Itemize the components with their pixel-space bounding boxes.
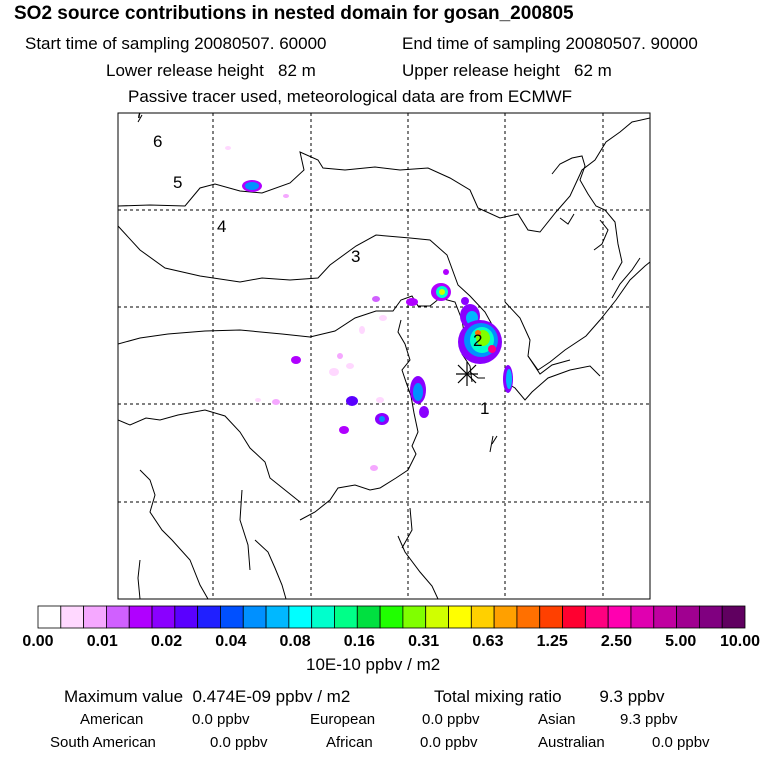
colorbar-unit: 10E-10 ppbv / m2 xyxy=(306,655,441,674)
colorbar-tick-label: 1.25 xyxy=(537,633,568,650)
colorbar-cell xyxy=(174,605,199,629)
map-background xyxy=(118,113,650,599)
lat-lon-grid xyxy=(118,113,650,599)
colorbar-cell xyxy=(311,605,335,629)
contribution-field xyxy=(225,146,513,471)
colorbar-tick-label: 2.50 xyxy=(601,633,632,650)
colorbar-tick-label: 0.16 xyxy=(344,633,375,650)
colorbar-cell xyxy=(653,605,677,629)
colorbar-tick-label: 0.02 xyxy=(151,633,182,650)
colorbar-cell xyxy=(37,605,62,629)
colorbar-tick-label: 5.00 xyxy=(665,633,696,650)
receptor-marker xyxy=(456,362,478,386)
region-value: 0.0 ppbv xyxy=(210,734,268,751)
colorbar-tick-label: 0.00 xyxy=(22,633,53,650)
start-time: Start time of sampling 20080507. 60000 xyxy=(25,34,327,53)
colorbar: 0.00 0.01 0.02 0.04 0.08 0.16 0.31 0.63 1.25 2.50… xyxy=(22,605,760,650)
colorbar-cell xyxy=(265,605,290,629)
colorbar-tick-label: 0.31 xyxy=(408,633,439,650)
colorbar-cell xyxy=(151,605,176,629)
colorbar-cell xyxy=(562,605,586,629)
colorbar-cell xyxy=(448,605,472,629)
colorbar-cell xyxy=(60,605,85,629)
colorbar-cell xyxy=(630,605,655,629)
region-name: African xyxy=(326,734,373,751)
region-value: 0.0 ppbv xyxy=(192,711,250,728)
coastlines xyxy=(118,114,650,599)
region-name: American xyxy=(80,711,144,728)
region-label: 5 xyxy=(173,173,182,192)
colorbar-cell xyxy=(698,605,723,629)
region-label: 4 xyxy=(217,217,226,236)
colorbar-cell xyxy=(379,605,404,629)
colorbar-cell xyxy=(197,605,221,629)
colorbar-cell xyxy=(425,605,449,629)
colorbar-tick-label: 0.08 xyxy=(280,633,311,650)
colorbar-tick-label: 0.04 xyxy=(215,633,246,650)
colorbar-tick-label: 0.63 xyxy=(472,633,503,650)
colorbar-cell xyxy=(607,605,632,629)
colorbar-cell xyxy=(402,605,427,629)
upper-release-height: Upper release height 62 m xyxy=(402,61,612,80)
region-label: 3 xyxy=(351,247,360,266)
end-time: End time of sampling 20080507. 90000 xyxy=(402,34,698,53)
colorbar-cell xyxy=(334,605,358,629)
region-value: 0.0 ppbv xyxy=(420,734,478,751)
lower-release-height: Lower release height 82 m xyxy=(106,61,316,80)
region-value: 0.0 ppbv xyxy=(422,711,480,728)
region-labels: 1 2 3 4 5 6 7 xyxy=(135,103,489,418)
region-value: 0.0 ppbv xyxy=(652,734,710,751)
region-name: Asian xyxy=(538,711,576,728)
colorbar-cell xyxy=(83,605,107,629)
colorbar-cell xyxy=(288,605,313,629)
region-label: 1 xyxy=(480,399,489,418)
colorbar-cell xyxy=(242,605,267,629)
max-value: Maximum value 0.474E-09 ppbv / m2 xyxy=(64,687,351,706)
colorbar-cell xyxy=(128,605,153,629)
colorbar-cell xyxy=(493,605,518,629)
colorbar-cell xyxy=(516,605,541,629)
colorbar-cell xyxy=(676,605,700,629)
colorbar-cell xyxy=(106,605,130,629)
region-label: 7 xyxy=(135,103,144,122)
colorbar-cell xyxy=(539,605,563,629)
region-name: South American xyxy=(50,734,156,751)
colorbar-tick-label: 10.00 xyxy=(720,633,760,650)
colorbar-cell xyxy=(470,605,495,629)
colorbar-cell xyxy=(584,605,609,629)
region-label: 6 xyxy=(153,132,162,151)
colorbar-cell xyxy=(356,605,381,629)
region-name: European xyxy=(310,711,376,728)
region-label: 2 xyxy=(473,331,482,350)
map-frame xyxy=(117,112,651,600)
colorbar-cell xyxy=(721,605,746,629)
total-mixing-ratio: Total mixing ratio 9.3 ppbv xyxy=(434,687,665,706)
colorbar-tick-label: 0.01 xyxy=(87,633,118,650)
region-name: Australian xyxy=(538,734,605,751)
tracer-info: Passive tracer used, meteorological data… xyxy=(128,87,573,106)
colorbar-cell xyxy=(220,605,244,629)
chart-title: SO2 source contributions in nested domai… xyxy=(14,3,574,24)
region-value: 9.3 ppbv xyxy=(620,711,678,728)
